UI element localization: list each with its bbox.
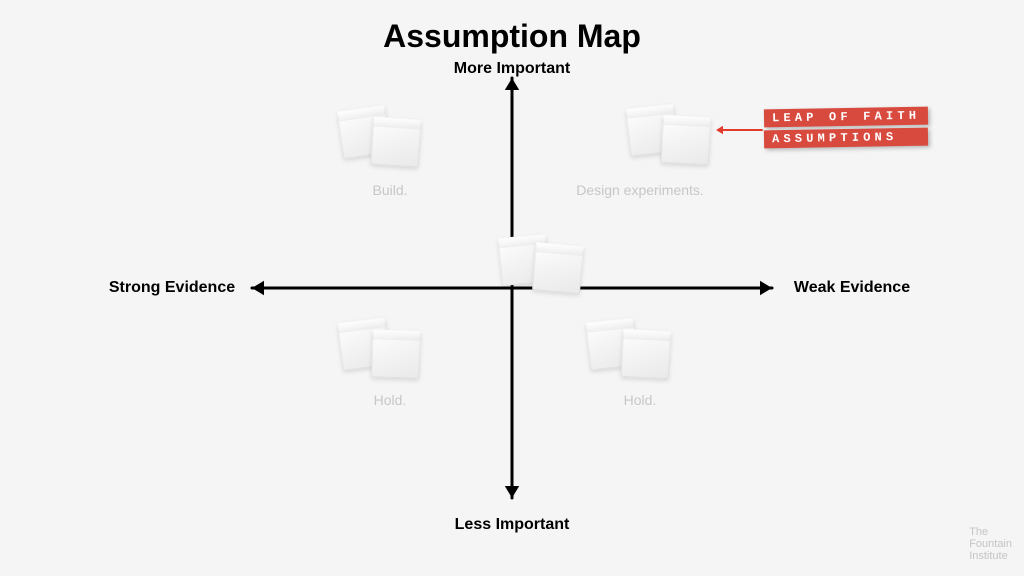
axis-label-right: Weak Evidence — [794, 279, 910, 297]
axis-label-bottom: Less Important — [455, 516, 570, 534]
quadrant-label-hold_l: Hold. — [374, 392, 407, 408]
quadrant-label-hold_r: Hold. — [624, 392, 657, 408]
quadrant-label-design: Design experiments. — [576, 182, 704, 198]
sticky-note — [621, 329, 671, 379]
axis-label-top: More Important — [454, 60, 570, 78]
sticky-note — [532, 242, 584, 294]
callout-line-2: ASSUMPTIONS — [764, 128, 929, 149]
sticky-note — [661, 115, 711, 165]
callout-line-1: LEAP OF FAITH — [764, 107, 929, 128]
sticky-note — [370, 116, 421, 167]
assumption-map-canvas: Assumption Map More Important Less Impor… — [0, 0, 1024, 576]
credit-text: The Fountain Institute — [969, 526, 1012, 562]
axis-label-left: Strong Evidence — [109, 279, 235, 297]
sticky-note — [371, 329, 421, 379]
quadrant-label-build: Build. — [372, 182, 407, 198]
leap-of-faith-callout: LEAP OF FAITH ASSUMPTIONS — [764, 108, 928, 150]
